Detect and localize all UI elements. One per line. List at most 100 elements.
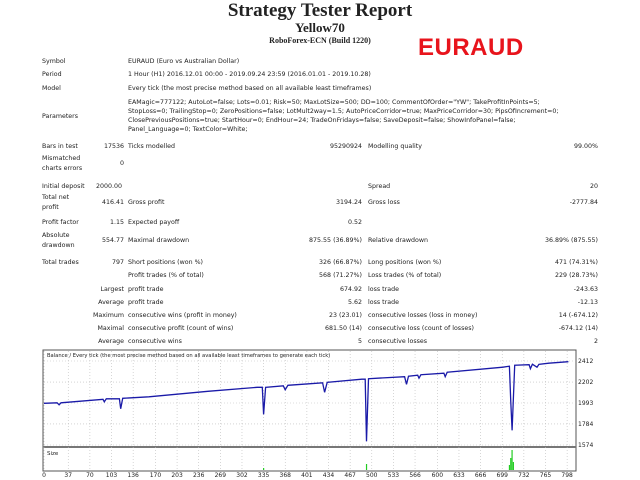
x-tick-label: 666 [475, 472, 487, 479]
y-tick-label: 1993 [578, 400, 593, 407]
mismatch-label: Mismatched [42, 155, 81, 162]
size-bar [365, 464, 368, 470]
maximal-label: Maximal [97, 325, 124, 332]
largest-profit: 674.92 [339, 286, 362, 293]
x-tick-label: 269 [215, 472, 227, 479]
report-title: Strategy Tester Report [227, 0, 413, 21]
maximum-label: Maximum [92, 312, 124, 319]
x-tick-label: 798 [561, 472, 573, 479]
mismatch-value: 0 [119, 160, 124, 167]
gross-loss: -2777.84 [569, 199, 598, 206]
period-value: 1 Hour (H1) 2016.12.01 00:00 - 2019.09.2… [128, 71, 371, 78]
maximal-profit-label: consecutive profit (count of wins) [128, 325, 234, 332]
x-tick-label: 401 [301, 472, 313, 479]
initial-deposit: 2000.00 [96, 183, 123, 190]
x-tick-label: 37 [64, 472, 72, 479]
maximal-loss-label: consecutive loss (count of losses) [368, 325, 474, 332]
net-profit-label-1: Total net [42, 194, 70, 201]
avg-wins: 5 [357, 338, 362, 345]
size-bar [511, 450, 513, 470]
parameters-line: ClosePreviousPositions=true; StartHour=0… [128, 117, 516, 124]
y-tick-label: 1574 [578, 442, 593, 449]
x-tick-label: 600 [432, 472, 444, 479]
avg-losses-label: consecutive losses [368, 338, 428, 345]
profit-factor-label: Profit factor [42, 219, 79, 226]
server-build: RoboForex-ECN (Build 1220) [269, 36, 371, 45]
gross-loss-label: Gross loss [368, 199, 400, 206]
x-tick-label: 732 [518, 472, 530, 479]
x-tick-label: 434 [323, 472, 335, 479]
x-tick-label: 335 [258, 472, 270, 479]
parameters-line: EAMagic=777122; AutoLot=false; Lots=0.01… [128, 99, 540, 106]
largest-loss: -243.63 [573, 286, 598, 293]
expert-name: Yellow70 [295, 20, 345, 35]
x-tick-label: 70 [86, 472, 94, 479]
avg-wins-label: consecutive wins [128, 338, 182, 345]
period-label: Period [42, 71, 62, 78]
size-bar [263, 468, 265, 470]
abs-dd-label-1: Absolute [42, 232, 70, 239]
x-tick-label: 170 [150, 472, 162, 479]
ticks-value: 95290924 [329, 143, 362, 150]
avg-profit: 5.62 [347, 299, 362, 306]
x-tick-label: 0 [42, 472, 46, 479]
symbol-value: EURAUD (Euro vs Australian Dollar) [128, 58, 240, 65]
avg-losses: 2 [593, 338, 598, 345]
x-tick-label: 699 [497, 472, 509, 479]
mismatch-label: charts errors [42, 165, 83, 172]
expected-payoff-label: Expected payoff [128, 219, 180, 226]
spread: 20 [589, 183, 598, 190]
avg-profit-label: profit trade [128, 299, 164, 306]
abs-dd-label-2: drawdown [42, 242, 75, 249]
profit-trades: 568 (71.27%) [319, 272, 362, 279]
size-bar [512, 462, 514, 470]
short-label: Short positions (won %) [128, 259, 204, 266]
spread-label: Spread [368, 183, 391, 190]
quality-value: 99.00% [573, 143, 598, 150]
y-tick-label: 1784 [578, 421, 593, 428]
size-label: Size [47, 451, 59, 457]
avg-loss-label: loss trade [368, 299, 399, 306]
avg-loss: -12.13 [577, 299, 598, 306]
x-tick-label: 103 [106, 472, 118, 479]
x-tick-label: 566 [409, 472, 421, 479]
max-wins-label: consecutive wins (profit in money) [128, 312, 237, 319]
net-profit-label-2: profit [42, 204, 59, 211]
model-value: Every tick (the most precise method base… [128, 85, 372, 92]
max-dd-label: Maximal drawdown [128, 237, 190, 244]
profit-factor: 1.15 [109, 219, 124, 226]
short: 326 (66.87%) [319, 259, 362, 266]
model-label: Model [42, 85, 61, 92]
parameters-line: StopLoss=0; TrailingStop=0; ZeroPosition… [128, 108, 559, 115]
total-trades: 797 [111, 259, 124, 266]
max-losses-label: consecutive losses (loss in money) [368, 312, 478, 319]
size-bar [508, 465, 511, 470]
x-tick-label: 500 [366, 472, 378, 479]
loss-trades-label: Loss trades (% of total) [368, 272, 442, 279]
maximal-loss: -674.12 (14) [558, 325, 598, 332]
chart-frame [42, 349, 577, 472]
bars-value: 17536 [103, 143, 124, 150]
loss-trades: 229 (28.73%) [555, 272, 598, 279]
gross-profit-label: Gross profit [128, 199, 165, 206]
parameters-label: Parameters [42, 113, 79, 120]
balance-line [43, 361, 569, 442]
abs-dd: 554.77 [101, 237, 124, 244]
max-dd: 875.55 (36.89%) [309, 237, 362, 244]
y-tick-label: 2202 [578, 379, 593, 386]
symbol-banner: EURAUD [418, 34, 524, 61]
chart-title: Balance / Every tick (the most precise m… [47, 353, 330, 359]
initial-deposit-label: Initial deposit [42, 183, 85, 190]
x-tick-label: 203 [171, 472, 183, 479]
size-bar [510, 458, 512, 470]
rel-dd-label: Relative drawdown [368, 237, 428, 244]
quality-label: Modelling quality [368, 143, 422, 150]
largest-profit-label: profit trade [128, 286, 164, 293]
x-tick-label: 236 [193, 472, 205, 479]
x-tick-label: 633 [453, 472, 465, 479]
profit-trades-label: Profit trades (% of total) [128, 272, 204, 279]
x-tick-label: 467 [344, 472, 356, 479]
symbol-label: Symbol [42, 58, 66, 65]
long-label: Long positions (won %) [368, 259, 442, 266]
expected-payoff: 0.52 [347, 219, 362, 226]
